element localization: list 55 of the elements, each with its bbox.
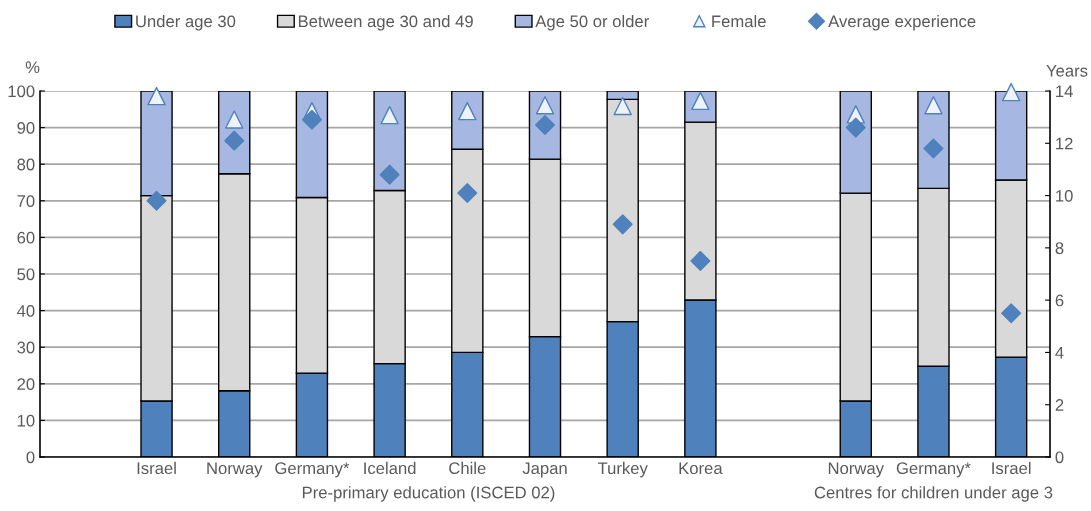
y-tick-label: 50 bbox=[17, 268, 35, 281]
y2-tick-label: 14 bbox=[1056, 85, 1073, 98]
x-tick-label: Norway bbox=[207, 462, 263, 478]
point bbox=[379, 164, 400, 185]
x-tick-label: Iceland bbox=[364, 461, 416, 475]
y-axis-title: % bbox=[25, 61, 40, 73]
y-tick-label: 80 bbox=[17, 158, 35, 171]
y-tick-label: 90 bbox=[17, 122, 35, 134]
text: Centres for children under age 3 bbox=[814, 486, 1053, 502]
x-tick-label: Norway bbox=[828, 462, 884, 478]
y2-tick-label: 0 bbox=[1055, 451, 1064, 464]
point bbox=[380, 105, 399, 125]
y-tick-label: 70 bbox=[17, 195, 35, 207]
y-tick-label: 20 bbox=[17, 378, 35, 390]
x-tick-label: Turkey bbox=[597, 461, 648, 478]
y-tick-label: 30 bbox=[17, 341, 35, 354]
y2-tick-label: 10 bbox=[1056, 189, 1073, 202]
point bbox=[613, 96, 632, 116]
legend-label: Under age 30 bbox=[136, 15, 236, 31]
point bbox=[845, 117, 866, 138]
y2-tick-label: 4 bbox=[1055, 347, 1064, 359]
point bbox=[690, 250, 711, 271]
point bbox=[612, 214, 633, 235]
point bbox=[535, 96, 555, 115]
legend-label: Age 50 or older bbox=[535, 15, 649, 31]
y-tick-label: 40 bbox=[16, 305, 35, 317]
text: Pre-primary education (ISCED 02) bbox=[302, 486, 555, 502]
legend-label: Between age 30 and 49 bbox=[298, 15, 473, 31]
point bbox=[147, 86, 166, 106]
y2-tick-label: 8 bbox=[1055, 242, 1064, 255]
x-tick-label: Israel bbox=[992, 461, 1031, 475]
x-tick-label: Chile bbox=[449, 461, 486, 475]
point bbox=[457, 182, 478, 203]
point bbox=[1001, 82, 1021, 102]
legend-label: Average experience bbox=[828, 15, 976, 31]
x-tick-label: Korea bbox=[679, 462, 723, 475]
point bbox=[1001, 303, 1022, 324]
point bbox=[225, 110, 244, 129]
y2-axis-title: Years bbox=[1046, 65, 1088, 77]
x-tick-label: Germany* bbox=[896, 462, 971, 478]
point bbox=[301, 109, 322, 130]
legend-label: Female bbox=[712, 15, 766, 28]
x-tick-label: Japan bbox=[522, 462, 567, 478]
y-tick-label: 0 bbox=[26, 451, 35, 464]
x-tick-label: Germany* bbox=[275, 462, 350, 478]
x-tick-label: Israel bbox=[137, 461, 176, 475]
y-tick-label: 10 bbox=[17, 414, 35, 427]
y2-tick-label: 6 bbox=[1055, 294, 1064, 307]
point bbox=[924, 96, 943, 115]
y2-tick-label: 12 bbox=[1056, 137, 1073, 150]
point bbox=[923, 138, 944, 159]
y2-tick-label: 2 bbox=[1055, 399, 1064, 411]
point bbox=[146, 190, 167, 211]
y-tick-label: 100 bbox=[8, 85, 35, 98]
y-tick-label: 60 bbox=[17, 231, 35, 244]
